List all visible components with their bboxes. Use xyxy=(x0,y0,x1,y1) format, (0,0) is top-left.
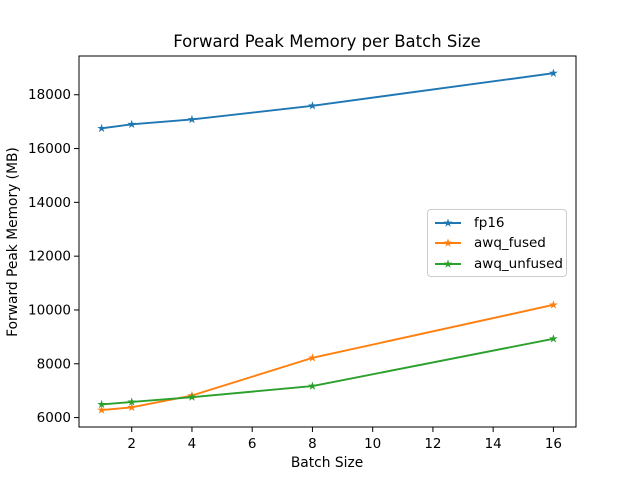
legend: fp16 awq_fused awq_unfused xyxy=(427,209,567,277)
chart-title: Forward Peak Memory per Batch Size xyxy=(173,32,481,51)
svg-text:12000: 12000 xyxy=(28,249,71,265)
legend-item-awq-unfused: awq_unfused xyxy=(434,254,563,274)
svg-text:2: 2 xyxy=(127,436,136,452)
legend-label-awq-unfused: awq_unfused xyxy=(474,255,563,272)
x-axis-label: Batch Size xyxy=(291,455,363,471)
svg-text:8000: 8000 xyxy=(37,356,71,372)
legend-line-marker-icon xyxy=(435,217,461,227)
svg-text:18000: 18000 xyxy=(28,87,71,103)
plot-area: 2 4 6 8 10 12 14 16 6000 8000 10000 12000 14000 16000… xyxy=(28,55,577,452)
legend-label-fp16: fp16 xyxy=(474,214,505,231)
svg-text:16000: 16000 xyxy=(28,141,71,157)
legend-line-marker-icon xyxy=(435,238,461,247)
svg-text:4: 4 xyxy=(188,436,197,452)
svg-text:12: 12 xyxy=(424,436,441,452)
svg-text:10: 10 xyxy=(364,436,381,452)
legend-line-marker-icon xyxy=(435,258,461,268)
svg-text:6: 6 xyxy=(248,436,257,452)
svg-text:8: 8 xyxy=(308,436,317,452)
svg-text:6000: 6000 xyxy=(37,410,71,426)
legend-item-fp16: fp16 xyxy=(434,213,562,233)
y-axis-label: Forward Peak Memory (MB) xyxy=(5,147,21,337)
legend-label-awq-fused: awq_fused xyxy=(474,235,546,251)
svg-text:14000: 14000 xyxy=(28,195,71,211)
legend-item-awq-fused: awq_fused xyxy=(434,233,562,253)
svg-text:16: 16 xyxy=(545,436,562,452)
svg-text:14: 14 xyxy=(485,436,502,452)
svg-text:10000: 10000 xyxy=(28,302,71,318)
